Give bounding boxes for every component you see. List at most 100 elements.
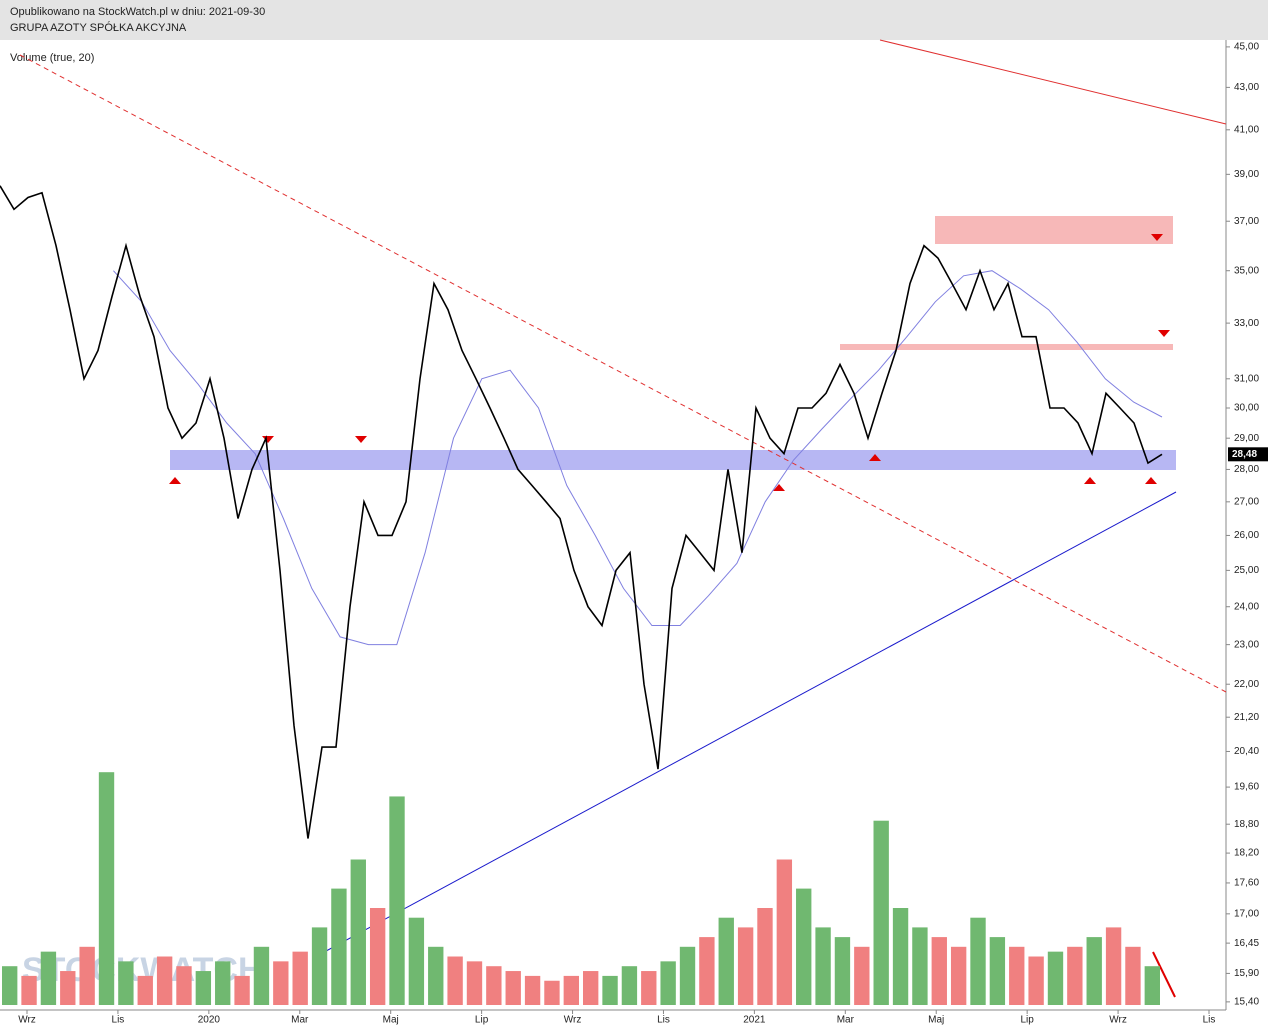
x-tick-label: Lis xyxy=(112,1015,125,1026)
volume-bar xyxy=(563,975,579,1005)
y-tick-label: 23,00 xyxy=(1234,639,1259,650)
marker xyxy=(773,484,785,491)
y-tick-label: 15,40 xyxy=(1234,997,1259,1008)
marker xyxy=(869,454,881,461)
volume-bar xyxy=(466,961,483,1005)
trend-line xyxy=(1152,951,1176,998)
support-zone xyxy=(170,450,1176,470)
x-tick-label: Lis xyxy=(657,1015,670,1026)
y-tick-label: 43,00 xyxy=(1234,82,1259,93)
y-tick-label: 28,00 xyxy=(1234,464,1259,475)
header-line: Opublikowano na StockWatch.pl w dniu: 20… xyxy=(10,6,265,18)
price-tag xyxy=(1228,447,1268,462)
x-tick-label: Wrz xyxy=(1109,1015,1127,1026)
volume-bar xyxy=(970,917,986,1005)
y-tick-label: 45,00 xyxy=(1234,42,1259,53)
volume-bar xyxy=(1028,956,1044,1005)
volume-bar xyxy=(234,975,250,1005)
volume-bar xyxy=(641,971,657,1005)
volume-bar xyxy=(621,966,638,1005)
trend-line xyxy=(19,54,1227,693)
volume-bar xyxy=(176,966,192,1005)
price-tag-label: 28,48 xyxy=(1232,449,1257,460)
x-tick-label: Mar xyxy=(291,1015,309,1026)
volume-bar xyxy=(989,937,1006,1005)
volume-bar xyxy=(369,908,386,1005)
markers xyxy=(169,234,1170,491)
volume-bar xyxy=(505,971,521,1005)
y-tick-label: 30,00 xyxy=(1234,403,1259,414)
volume-bar xyxy=(602,975,618,1005)
volume-bar xyxy=(679,946,696,1005)
y-tick-label: 17,60 xyxy=(1234,878,1259,889)
y-tick-label: 15,90 xyxy=(1234,968,1259,979)
volume-bar xyxy=(350,859,366,1005)
volume-bar xyxy=(776,859,793,1005)
x-tick-label: Wrz xyxy=(564,1015,582,1026)
y-tick-label: 17,00 xyxy=(1234,908,1259,919)
volume-bar xyxy=(137,975,153,1005)
volume-bar xyxy=(98,772,115,1005)
volume-bar xyxy=(854,946,870,1005)
trend-line xyxy=(314,491,1177,958)
volume-bar xyxy=(892,908,909,1005)
volume-bar xyxy=(1125,946,1141,1005)
header-bar xyxy=(0,0,1268,40)
volume-bar xyxy=(2,966,18,1005)
marker xyxy=(169,477,181,484)
price-line xyxy=(113,270,1163,646)
volume-bar xyxy=(253,946,270,1005)
volume-bar xyxy=(389,796,405,1005)
y-tick-label: 20,40 xyxy=(1234,746,1259,757)
y-tick-label: 29,00 xyxy=(1234,433,1259,444)
volume-bar xyxy=(1086,937,1102,1005)
volume-bar xyxy=(486,966,502,1005)
marker xyxy=(1158,330,1170,337)
y-tick-label: 25,00 xyxy=(1234,565,1259,576)
x-tick-label: Wrz xyxy=(18,1015,36,1026)
x-tick-label: 2020 xyxy=(198,1015,221,1026)
volume-bar xyxy=(60,971,76,1005)
y-tick-label: 33,00 xyxy=(1234,318,1259,329)
volume-bar xyxy=(873,820,889,1005)
volume-bar xyxy=(912,927,928,1005)
volume-bar xyxy=(1067,946,1083,1005)
y-tick-label: 21,20 xyxy=(1234,712,1259,723)
trend-line xyxy=(879,39,1227,125)
y-tick-label: 31,00 xyxy=(1234,373,1259,384)
y-tick-label: 27,00 xyxy=(1234,496,1259,507)
x-tick-label: Lis xyxy=(1203,1015,1216,1026)
volume-bar xyxy=(1009,946,1025,1005)
volume-bar xyxy=(834,937,851,1005)
y-tick-label: 18,20 xyxy=(1234,848,1259,859)
y-tick-label: 37,00 xyxy=(1234,216,1259,227)
x-tick-label: Lip xyxy=(475,1015,489,1026)
volume-bar xyxy=(40,951,57,1005)
volume-bar xyxy=(292,951,308,1005)
volume-bar xyxy=(737,927,754,1005)
x-tick-label: 2021 xyxy=(743,1015,766,1026)
y-tick-label: 18,80 xyxy=(1234,819,1259,830)
y-tick-label: 35,00 xyxy=(1234,265,1259,276)
volume-bar xyxy=(931,937,947,1005)
volume-bar xyxy=(156,956,173,1005)
volume-bar xyxy=(796,888,812,1005)
volume-bar xyxy=(524,975,541,1005)
volume-bar xyxy=(408,917,425,1005)
marker xyxy=(1151,234,1163,241)
volume-bar xyxy=(1144,966,1160,1005)
volume-bar xyxy=(1105,927,1122,1005)
y-tick-label: 41,00 xyxy=(1234,124,1259,135)
volume-bar xyxy=(331,888,347,1005)
volume-bar xyxy=(1047,951,1064,1005)
y-tick-label: 24,00 xyxy=(1234,601,1259,612)
volume-bar xyxy=(660,961,676,1005)
volume-bar xyxy=(311,927,328,1005)
resistance-zone xyxy=(935,216,1173,244)
volume-bar xyxy=(757,908,773,1005)
x-tick-label: Maj xyxy=(383,1015,399,1026)
y-tick-label: 26,00 xyxy=(1234,530,1259,541)
volume-bar xyxy=(815,927,831,1005)
